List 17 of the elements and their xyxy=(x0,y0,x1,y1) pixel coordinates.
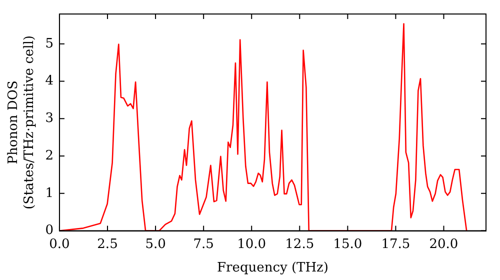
y-tick-label: 3 xyxy=(45,111,54,126)
x-axis-title: Frequency (THz) xyxy=(217,260,328,276)
y-tick-label: 1 xyxy=(45,186,54,201)
y-tick-label: 4 xyxy=(45,74,54,89)
x-tick-label: 5.0 xyxy=(145,236,166,252)
y-tick-label: 5 xyxy=(45,36,54,52)
x-tick-label: 2.5 xyxy=(97,236,118,252)
x-tick-label: 20.0 xyxy=(429,236,458,252)
x-tick-label: 0.0 xyxy=(49,236,70,252)
x-tick-label: 15.0 xyxy=(333,236,362,252)
x-tick-label: 12.5 xyxy=(285,236,314,252)
y-tick-label: 0 xyxy=(45,223,54,238)
x-tick-label: 17.5 xyxy=(381,236,410,252)
x-tick-label: 10.0 xyxy=(237,236,266,252)
y-axis-title: Phonon DOS (States/THz·primitive cell) xyxy=(6,35,37,210)
y-tick-label: 2 xyxy=(45,148,54,164)
x-tick-label: 7.5 xyxy=(193,236,214,252)
